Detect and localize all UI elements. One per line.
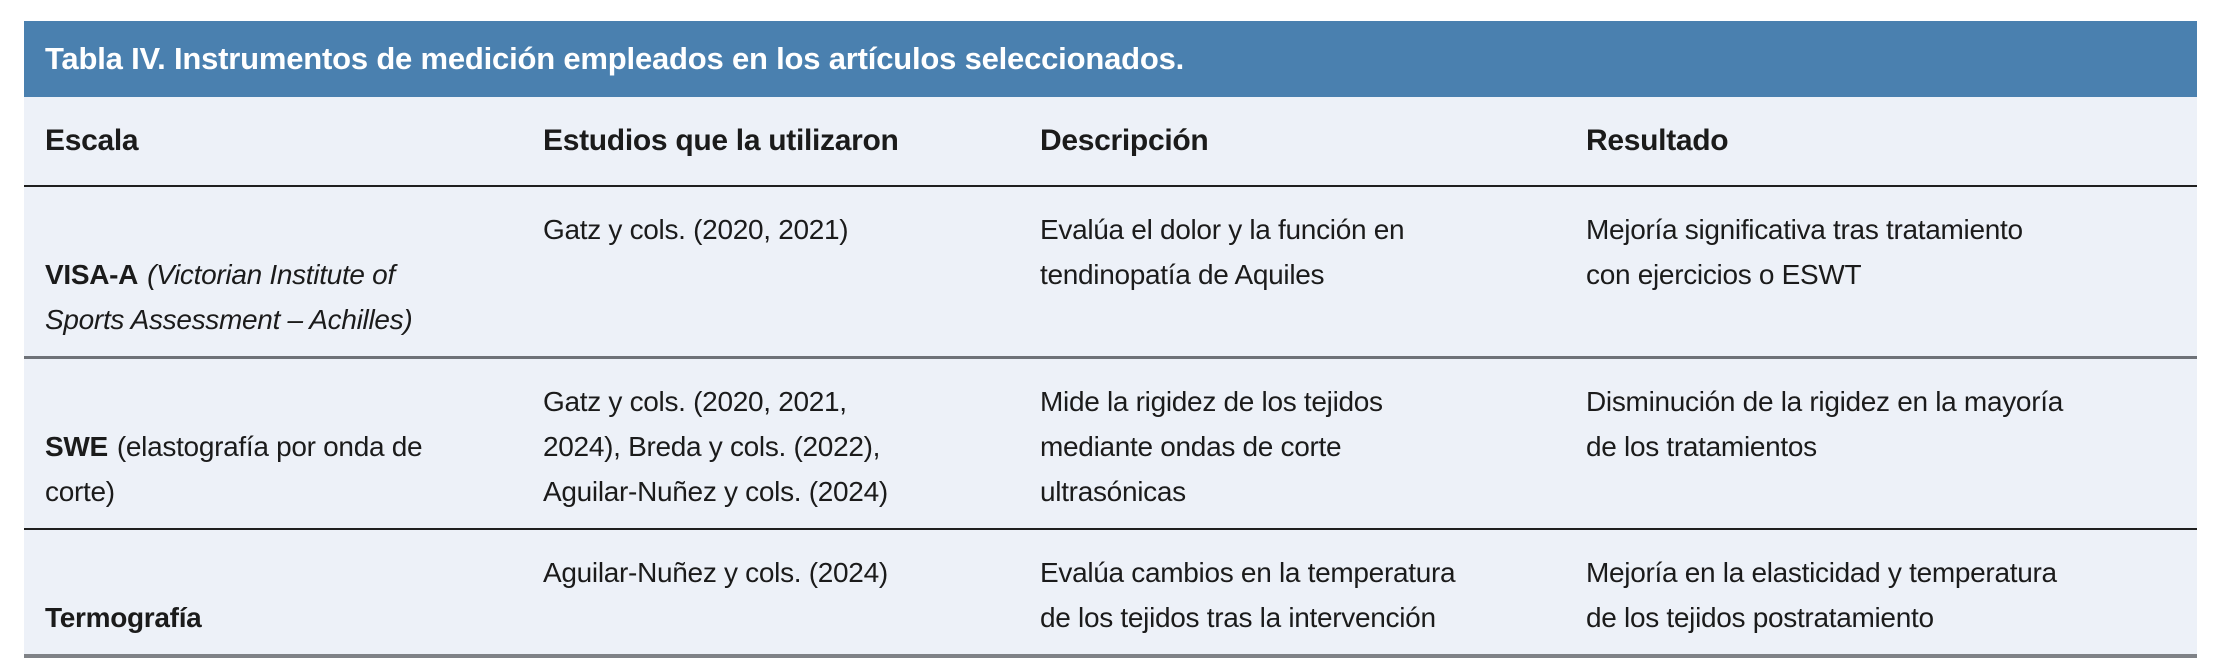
scale-detail: (Victorian Institute of Sports Assessmen… xyxy=(45,259,413,335)
scale-name: SWE xyxy=(45,431,108,462)
table-title: Tabla IV. Instrumentos de medición emple… xyxy=(45,41,1185,76)
cell-descripcion: Evalúa cambios en la temperatura de los … xyxy=(1040,557,1456,633)
cell-escala: SWE (elastografía por onda de corte) xyxy=(45,359,543,528)
scale-name: VISA-A xyxy=(45,259,139,290)
column-header-estudios: Estudios que la utilizaron xyxy=(543,124,899,157)
cell-estudios: Aguilar-Nuñez y cols. (2024) xyxy=(543,557,888,588)
cell-descripcion: Evalúa el dolor y la función en tendinop… xyxy=(1040,214,1405,290)
scale-name: Termografía xyxy=(45,602,202,633)
table-row-visa-a: VISA-A (Victorian Institute of Sports Ass… xyxy=(24,185,2197,356)
cell-escala: VISA-A (Victorian Institute of Sports Ass… xyxy=(45,187,543,356)
scale-detail: (elastografía por onda de corte) xyxy=(45,431,423,507)
cell-estudios: Gatz y cols. (2020, 2021, 2024), Breda y… xyxy=(543,386,888,507)
cell-resultado: Mejoría en la elasticidad y temperatura … xyxy=(1586,557,2057,633)
table-row-termografia: Termografía Aguilar-Nuñez y cols. (2024)… xyxy=(24,528,2197,654)
column-header-row: Escala Estudios que la utilizaron Descri… xyxy=(24,97,2197,185)
column-header-descripcion: Descripción xyxy=(1040,124,1209,157)
cell-descripcion: Mide la rigidez de los tejidos mediante … xyxy=(1040,386,1383,507)
table-title-bar: Tabla IV. Instrumentos de medición emple… xyxy=(24,21,2197,97)
cell-resultado: Disminución de la rigidez en la mayoría … xyxy=(1586,386,2063,462)
column-header-resultado: Resultado xyxy=(1586,124,1729,157)
table-row-swe: SWE (elastografía por onda de corte) Gatz… xyxy=(24,356,2197,528)
cell-resultado: Mejoría significativa tras tratamiento c… xyxy=(1586,214,2023,290)
cell-escala: Termografía xyxy=(45,530,543,654)
measurement-instruments-table: Tabla IV. Instrumentos de medición emple… xyxy=(24,21,2197,658)
cell-estudios: Gatz y cols. (2020, 2021) xyxy=(543,214,849,245)
column-header-escala: Escala xyxy=(45,124,139,157)
